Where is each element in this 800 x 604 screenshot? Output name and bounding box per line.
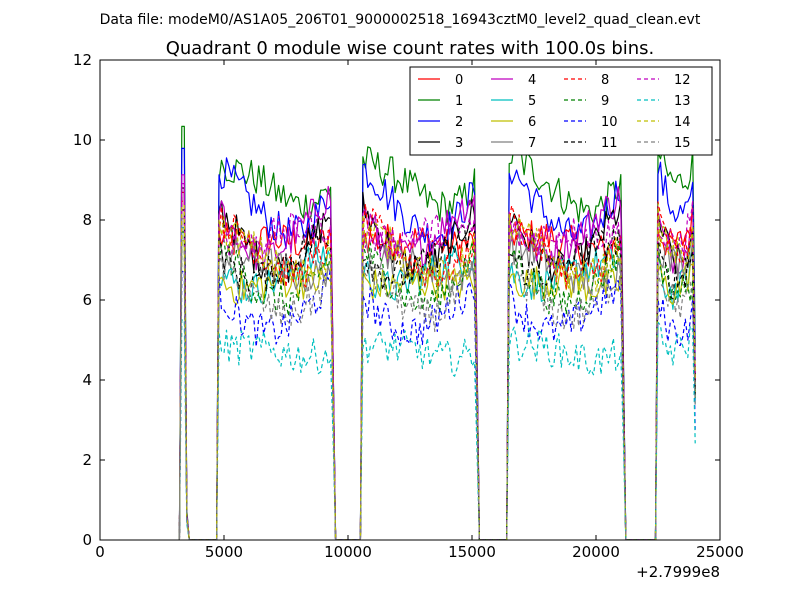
legend-label-5: 5: [528, 94, 536, 109]
series-line-15: [178, 249, 696, 540]
legend-label-8: 8: [601, 73, 609, 88]
legend-box: [409, 66, 713, 156]
chart-title: Quadrant 0 module wise count rates with …: [166, 38, 655, 59]
series-line-1: [178, 125, 696, 540]
legend-label-3: 3: [455, 136, 463, 151]
legend-label-4: 4: [528, 73, 536, 88]
series-line-11: [178, 209, 696, 540]
legend-label-15: 15: [674, 136, 691, 151]
y-tick-label: 0: [82, 531, 92, 549]
legend-label-2: 2: [455, 115, 463, 130]
suptitle: Data file: modeM0/AS1A05_206T01_90000025…: [100, 12, 701, 28]
x-tick-label: 15000: [448, 543, 496, 561]
legend-label-9: 9: [601, 94, 609, 109]
x-offset-label: +2.7999e8: [636, 563, 720, 581]
legend-label-0: 0: [455, 73, 463, 88]
y-tick-label: 12: [73, 51, 92, 69]
y-tick-label: 2: [82, 451, 92, 469]
x-tick-label: 10000: [324, 543, 372, 561]
series-line-10: [178, 269, 696, 540]
legend-label-10: 10: [601, 115, 618, 130]
axes-frame: [99, 59, 721, 541]
series-line-9: [178, 231, 696, 540]
legend-label-7: 7: [528, 136, 536, 151]
series-line-12: [178, 183, 696, 540]
legend-label-11: 11: [601, 136, 618, 151]
y-tick-label: 4: [82, 371, 92, 389]
series-line-14: [178, 203, 696, 540]
legend-label-6: 6: [528, 115, 536, 130]
series-line-2: [178, 147, 696, 540]
series-line-8: [178, 200, 696, 540]
series-line-13: [178, 319, 696, 540]
series-lines: [178, 125, 696, 540]
legend-label-1: 1: [455, 94, 463, 109]
y-tick-label: 8: [82, 211, 92, 229]
x-tick-label: 5000: [205, 543, 243, 561]
legend-label-13: 13: [674, 94, 691, 109]
legend-label-14: 14: [674, 115, 691, 130]
x-tick-label: 25000: [696, 543, 744, 561]
x-tick-label: 0: [95, 543, 105, 561]
y-tick-label: 10: [73, 131, 92, 149]
y-tick-label: 6: [82, 291, 92, 309]
legend-label-12: 12: [674, 73, 691, 88]
x-tick-label: 20000: [572, 543, 620, 561]
